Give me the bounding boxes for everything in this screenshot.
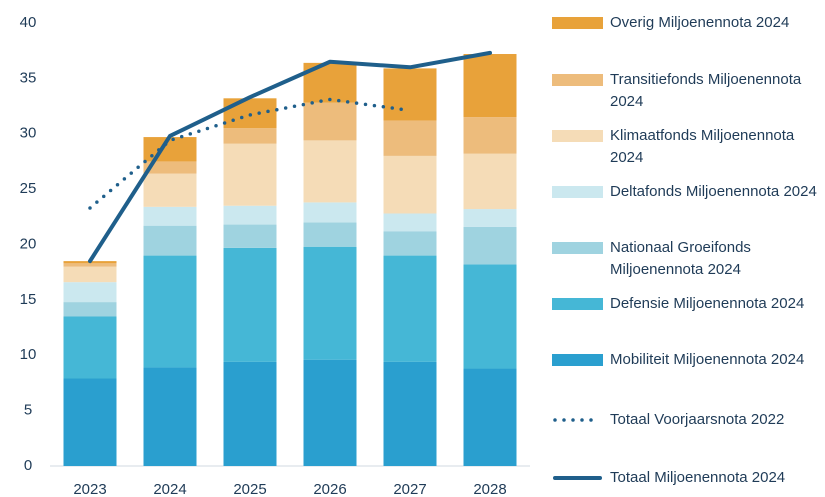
line: [88, 97, 412, 210]
bar-segment: [383, 155, 437, 214]
x-tick-label: 2025: [233, 481, 266, 497]
line: [88, 50, 492, 264]
bar-segment: [383, 231, 437, 256]
bar-segment: [223, 205, 277, 225]
legend-label: Deltafonds Miljoenennota 2024: [610, 183, 817, 200]
legend-swatch: [552, 242, 603, 254]
bar-segment: [223, 224, 277, 248]
bar-segment: [63, 263, 117, 267]
x-tick-label: 2027: [393, 481, 426, 497]
bar-segment: [303, 140, 357, 203]
bar-segment: [463, 264, 517, 369]
y-tick-label: 35: [20, 69, 37, 86]
legend-swatch: [552, 130, 603, 142]
x-tick-label: 2024: [153, 481, 186, 497]
legend-label: Nationaal Groeifonds Miljoenennota 2024: [610, 239, 751, 278]
bar-segment: [383, 213, 437, 232]
bar-segment: [463, 153, 517, 210]
bar-segment: [143, 137, 197, 162]
bar-segment: [303, 202, 357, 223]
bar-segment: [143, 255, 197, 368]
bar-segment: [143, 206, 197, 226]
y-tick-label: 5: [24, 402, 32, 419]
bar-segment: [383, 68, 437, 121]
bar-segment: [303, 359, 357, 466]
bar-segment: [303, 246, 357, 360]
x-tick-label: 2028: [473, 481, 506, 497]
bar-segment: [463, 117, 517, 154]
x-tick-label: 2026: [313, 481, 346, 497]
bar-segment: [463, 368, 517, 466]
x-tick-label: 2023: [73, 481, 106, 497]
y-tick-label: 20: [20, 235, 37, 252]
bar-segment: [383, 361, 437, 466]
bar-segment: [463, 54, 517, 118]
y-tick-label: 40: [20, 14, 37, 31]
bar-segment: [223, 361, 277, 466]
bar-segment: [463, 226, 517, 265]
y-tick-label: 10: [20, 346, 37, 363]
bar-segment: [63, 316, 117, 379]
legend-label: Totaal Voorjaarsnota 2022: [610, 411, 785, 428]
bar-segment: [383, 120, 437, 156]
legend-label: Defensie Miljoenennota 2024: [610, 295, 805, 312]
bar-segment: [223, 128, 277, 144]
bar-segment: [63, 378, 117, 466]
legend-swatch: [552, 298, 603, 310]
bar-segment: [63, 282, 117, 303]
bar-segment: [63, 302, 117, 317]
bar-segment: [223, 143, 277, 206]
legend-swatch: [552, 354, 603, 366]
y-tick-label: 30: [20, 125, 37, 142]
legend-swatch: [552, 74, 603, 86]
bar-segment: [143, 173, 197, 207]
legend-swatch: [552, 186, 603, 198]
legend-label: Overig Miljoenennota 2024: [610, 14, 790, 31]
y-tick-label: 0: [24, 457, 32, 474]
bar-segment: [383, 255, 437, 362]
bar-segment: [63, 266, 117, 283]
legend-label: Totaal Miljoenennota 2024: [610, 469, 786, 486]
bar-segment: [303, 102, 357, 141]
bar-segment: [143, 161, 197, 174]
legend-label: Mobiliteit Miljoenennota 2024: [610, 351, 805, 368]
bar-segment: [303, 222, 357, 247]
bar-segment: [143, 367, 197, 466]
legend-swatch: [552, 17, 603, 29]
bar-segment: [463, 209, 517, 227]
y-tick-label: 25: [20, 180, 37, 197]
bar-segment: [223, 247, 277, 362]
legend-label: Transitiefonds Miljoenennota 2024: [610, 71, 802, 110]
bar-segment: [143, 225, 197, 256]
y-tick-label: 15: [20, 291, 37, 308]
legend-label: Klimaatfonds Miljoenennota 2024: [610, 127, 795, 166]
